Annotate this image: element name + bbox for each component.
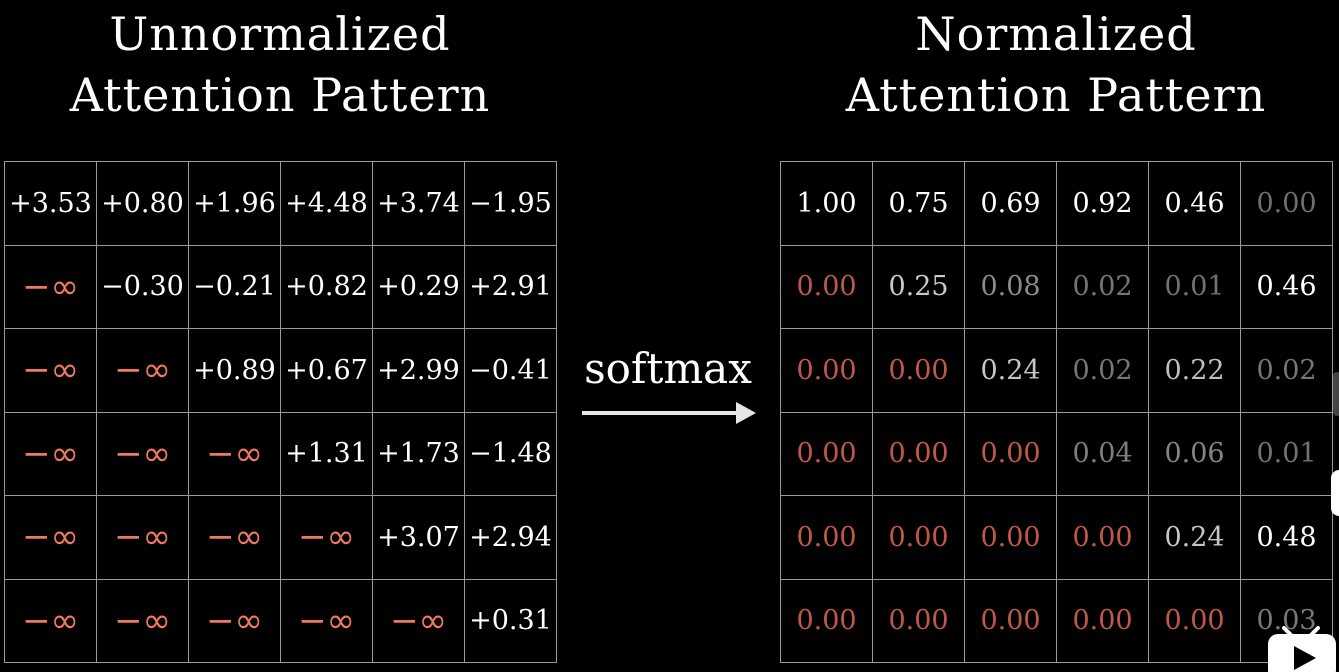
normalized-cell-r5-c4: 0.00 <box>1057 496 1149 580</box>
normalized-cell-r4-c4: 0.04 <box>1057 412 1149 496</box>
unnormalized-cell-r2-c2: −0.30 <box>97 245 189 329</box>
normalized-cell-r2-c1: 0.00 <box>781 245 873 329</box>
unnormalized-cell-r6-c3: −∞ <box>189 579 281 663</box>
unnormalized-title-line-1: Unnormalized <box>109 7 451 61</box>
normalized-cell-r2-c3: 0.08 <box>965 245 1057 329</box>
normalized-cell-r2-c5: 0.01 <box>1149 245 1241 329</box>
unnormalized-cell-r6-c6: +0.31 <box>465 579 557 663</box>
unnormalized-cell-r3-c3: +0.89 <box>189 329 281 413</box>
unnormalized-cell-r3-c2: −∞ <box>97 329 189 413</box>
normalized-cell-r4-c6: 0.01 <box>1241 412 1333 496</box>
normalized-cell-r1-c2: 0.75 <box>873 162 965 246</box>
normalized-cell-r4-c1: 0.00 <box>781 412 873 496</box>
unnormalized-cell-r3-c5: +2.99 <box>373 329 465 413</box>
normalized-cell-r6-c2: 0.00 <box>873 579 965 663</box>
unnormalized-cell-r4-c2: −∞ <box>97 412 189 496</box>
normalized-cell-r2-c6: 0.46 <box>1241 245 1333 329</box>
normalized-cell-r3-c2: 0.00 <box>873 329 965 413</box>
normalized-cell-r6-c1: 0.00 <box>781 579 873 663</box>
unnormalized-cell-r5-c1: −∞ <box>5 496 97 580</box>
unnormalized-cell-r3-c6: −0.41 <box>465 329 557 413</box>
normalized-cell-r3-c5: 0.22 <box>1149 329 1241 413</box>
normalized-cell-r4-c5: 0.06 <box>1149 412 1241 496</box>
normalized-cell-r3-c6: 0.02 <box>1241 329 1333 413</box>
unnormalized-cell-r4-c5: +1.73 <box>373 412 465 496</box>
normalized-cell-r2-c2: 0.25 <box>873 245 965 329</box>
normalized-cell-r2-c4: 0.02 <box>1057 245 1149 329</box>
unnormalized-title-line-2: Attention Pattern <box>69 68 491 122</box>
unnormalized-cell-r5-c6: +2.94 <box>465 496 557 580</box>
unnormalized-cell-r4-c4: +1.31 <box>281 412 373 496</box>
unnormalized-cell-r1-c3: +1.96 <box>189 162 281 246</box>
normalized-title-line-2: Attention Pattern <box>845 68 1267 122</box>
unnormalized-cell-r3-c1: −∞ <box>5 329 97 413</box>
unnormalized-cell-r4-c3: −∞ <box>189 412 281 496</box>
normalized-cell-r6-c5: 0.00 <box>1149 579 1241 663</box>
unnormalized-title: Unnormalized Attention Pattern <box>0 4 560 126</box>
normalized-cell-r1-c1: 1.00 <box>781 162 873 246</box>
bilibili-tv-icon[interactable] <box>1266 626 1339 672</box>
unnormalized-cell-r5-c5: +3.07 <box>373 496 465 580</box>
unnormalized-cell-r3-c4: +0.67 <box>281 329 373 413</box>
unnormalized-cell-r6-c1: −∞ <box>5 579 97 663</box>
unnormalized-cell-r1-c2: +0.80 <box>97 162 189 246</box>
normalized-cell-r6-c4: 0.00 <box>1057 579 1149 663</box>
normalized-cell-r4-c2: 0.00 <box>873 412 965 496</box>
normalized-cell-r3-c3: 0.24 <box>965 329 1057 413</box>
normalized-cell-r5-c5: 0.24 <box>1149 496 1241 580</box>
unnormalized-cell-r1-c6: −1.95 <box>465 162 557 246</box>
normalized-title: Normalized Attention Pattern <box>780 4 1332 126</box>
normalized-cell-r5-c2: 0.00 <box>873 496 965 580</box>
unnormalized-cell-r2-c3: −0.21 <box>189 245 281 329</box>
unnormalized-cell-r1-c5: +3.74 <box>373 162 465 246</box>
unnormalized-cell-r2-c1: −∞ <box>5 245 97 329</box>
normalized-cell-r1-c5: 0.46 <box>1149 162 1241 246</box>
normalized-cell-r1-c3: 0.69 <box>965 162 1057 246</box>
normalized-title-line-1: Normalized <box>915 7 1197 61</box>
side-handle[interactable] <box>1331 470 1339 516</box>
side-scroll-indicator <box>1333 372 1339 416</box>
unnormalized-cell-r6-c5: −∞ <box>373 579 465 663</box>
unnormalized-cell-r5-c3: −∞ <box>189 496 281 580</box>
unnormalized-cell-r1-c1: +3.53 <box>5 162 97 246</box>
unnormalized-cell-r2-c4: +0.82 <box>281 245 373 329</box>
normalized-cell-r5-c6: 0.48 <box>1241 496 1333 580</box>
normalized-cell-r5-c1: 0.00 <box>781 496 873 580</box>
unnormalized-cell-r2-c5: +0.29 <box>373 245 465 329</box>
softmax-label: softmax <box>584 344 752 393</box>
unnormalized-attention-matrix: +3.53 +0.80 +1.96 +4.48 +3.74 −1.95 −∞ −0.30 −0.… <box>4 161 557 663</box>
normalized-cell-r3-c4: 0.02 <box>1057 329 1149 413</box>
unnormalized-cell-r6-c2: −∞ <box>97 579 189 663</box>
right-arrow-icon <box>582 402 756 424</box>
unnormalized-cell-r1-c4: +4.48 <box>281 162 373 246</box>
normalized-cell-r3-c1: 0.00 <box>781 329 873 413</box>
unnormalized-cell-r5-c4: −∞ <box>281 496 373 580</box>
unnormalized-cell-r6-c4: −∞ <box>281 579 373 663</box>
unnormalized-cell-r4-c6: −1.48 <box>465 412 557 496</box>
normalized-cell-r4-c3: 0.00 <box>965 412 1057 496</box>
unnormalized-cell-r4-c1: −∞ <box>5 412 97 496</box>
normalized-cell-r1-c6: 0.00 <box>1241 162 1333 246</box>
normalized-cell-r1-c4: 0.92 <box>1057 162 1149 246</box>
normalized-cell-r5-c3: 0.00 <box>965 496 1057 580</box>
normalized-cell-r6-c3: 0.00 <box>965 579 1057 663</box>
unnormalized-cell-r2-c6: +2.91 <box>465 245 557 329</box>
normalized-attention-matrix: 1.00 0.75 0.69 0.92 0.46 0.00 0.00 0.25 0.08 0.02… <box>780 161 1333 663</box>
unnormalized-cell-r5-c2: −∞ <box>97 496 189 580</box>
